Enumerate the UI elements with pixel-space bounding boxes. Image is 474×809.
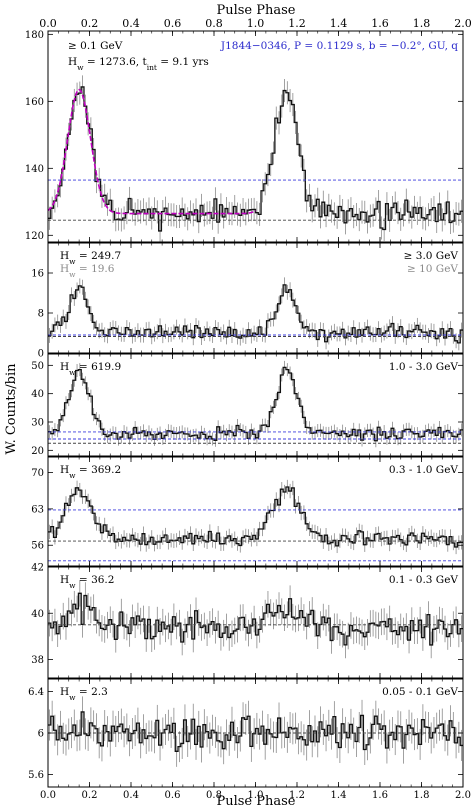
top-x-tick-label: 2.0: [454, 17, 472, 30]
y-tick-label: 8: [38, 309, 44, 320]
htest-label-high: Hw = 19.6: [60, 263, 115, 279]
histogram-line: [48, 486, 463, 548]
htest-label: Hw = 1273.6, tint = 9.1 yrs: [68, 56, 209, 72]
top-x-tick-label: 1.8: [413, 17, 431, 30]
energy-label: 0.05 - 0.1 GeV: [382, 686, 458, 698]
histogram-line: [48, 592, 463, 646]
pulsar-label: J1844−0346, P = 0.1129 s, b = −0.2°, GU,…: [220, 40, 458, 52]
energy-label: 0.3 - 1.0 GeV: [389, 464, 459, 476]
y-tick-label: 40: [31, 389, 44, 400]
y-tick-label: 50: [31, 361, 44, 372]
y-tick-label: 16: [31, 269, 44, 280]
top-x-tick-label: 1.2: [288, 17, 306, 30]
y-tick-label: 6: [38, 729, 44, 740]
top-x-tick-label: 0.6: [164, 17, 182, 30]
htest-label: Hw = 2.3: [60, 686, 108, 702]
panel-2: 0 8 16 Hw = 249.7Hw = 19.6 ≥ 3.0 GeV≥ 10 GeV: [31, 242, 464, 360]
y-tick-label: 120: [25, 231, 44, 242]
htest-label: Hw = 619.9: [60, 361, 121, 377]
error-bars: [48, 479, 463, 555]
y-tick-label: 38: [31, 655, 44, 666]
top-x-tick-label: 0.8: [205, 17, 223, 30]
bottom-x-tick-label: 0.6: [165, 790, 181, 801]
y-axis-title: W. Counts/bin: [4, 363, 19, 455]
bottom-x-tick-label: 1.4: [331, 790, 347, 801]
top-x-tick-label: 1.4: [330, 17, 348, 30]
panel-1: 120 140 160 180 ≥ 0.1 GeV Hw = 1273.6, tint =…: [25, 17, 472, 243]
y-tick-label: 40: [31, 609, 44, 620]
bottom-x-tick-label: 1.2: [289, 790, 305, 801]
energy-label: ≥ 0.1 GeV: [68, 40, 123, 52]
bottom-x-tick-label: 0.0: [40, 790, 56, 801]
bottom-x-tick-label: 0.4: [123, 790, 139, 801]
bottom-x-tick-label: 0.8: [206, 790, 222, 801]
y-tick-label: 70: [31, 468, 44, 479]
histogram-line: [48, 366, 463, 442]
top-x-tick-label: 1.6: [371, 17, 389, 30]
y-tick-label: 63: [31, 504, 44, 515]
top-x-tick-label: 1.0: [247, 17, 265, 30]
panel-5: 38 40 42 Hw = 36.2 0.1 - 0.3 GeV: [31, 563, 464, 679]
bottom-x-tick-label: 0.2: [82, 790, 98, 801]
bottom-x-tick-label: 1.8: [414, 790, 430, 801]
y-tick-label: 42: [31, 563, 44, 574]
energy-label: 0.1 - 0.3 GeV: [389, 574, 459, 586]
htest-label: Hw = 249.7: [60, 250, 121, 266]
energy-label: 1.0 - 3.0 GeV: [389, 361, 459, 373]
y-tick-label: 20: [31, 446, 44, 457]
top-x-tick-label: 0.2: [81, 17, 99, 30]
y-tick-label: 140: [25, 164, 44, 175]
htest-label: Hw = 369.2: [60, 464, 121, 480]
bottom-x-tick-label: 2.0: [455, 790, 471, 801]
energy-label-high: ≥ 10 GeV: [407, 263, 458, 275]
bottom-x-tick-label: 1.6: [372, 790, 388, 801]
y-tick-label: 30: [31, 418, 44, 429]
htest-label: Hw = 36.2: [60, 574, 114, 590]
y-tick-label: 180: [25, 30, 44, 41]
histogram-line: [48, 284, 463, 344]
y-tick-label: 5.6: [28, 770, 44, 781]
top-x-tick-label: 0.0: [39, 17, 57, 30]
panel-4: 56 63 70 Hw = 369.2 0.3 - 1.0 GeV: [31, 456, 464, 567]
error-bars: [48, 277, 463, 351]
bottom-axis-title: Pulse Phase: [216, 794, 295, 809]
histogram-line: [48, 711, 463, 752]
top-axis-title: Pulse Phase: [216, 3, 295, 18]
panel-6: 5.6 6 6.4 Hw = 2.3 0.05 - 0.1 GeV 0.0 0.2 0.4 0.…: [28, 678, 471, 801]
y-tick-label: 6.4: [28, 687, 44, 698]
fit-curve: [47, 88, 256, 215]
y-tick-label: 56: [31, 541, 44, 552]
y-tick-label: 160: [25, 97, 44, 108]
panel-3: 20 30 40 50 Hw = 619.9 1.0 - 3.0 GeV: [31, 353, 464, 457]
y-tick-label: 0: [38, 349, 44, 360]
top-x-tick-label: 0.4: [122, 17, 140, 30]
energy-label: ≥ 3.0 GeV: [404, 250, 459, 262]
bottom-x-tick-label: 1.0: [248, 790, 264, 801]
